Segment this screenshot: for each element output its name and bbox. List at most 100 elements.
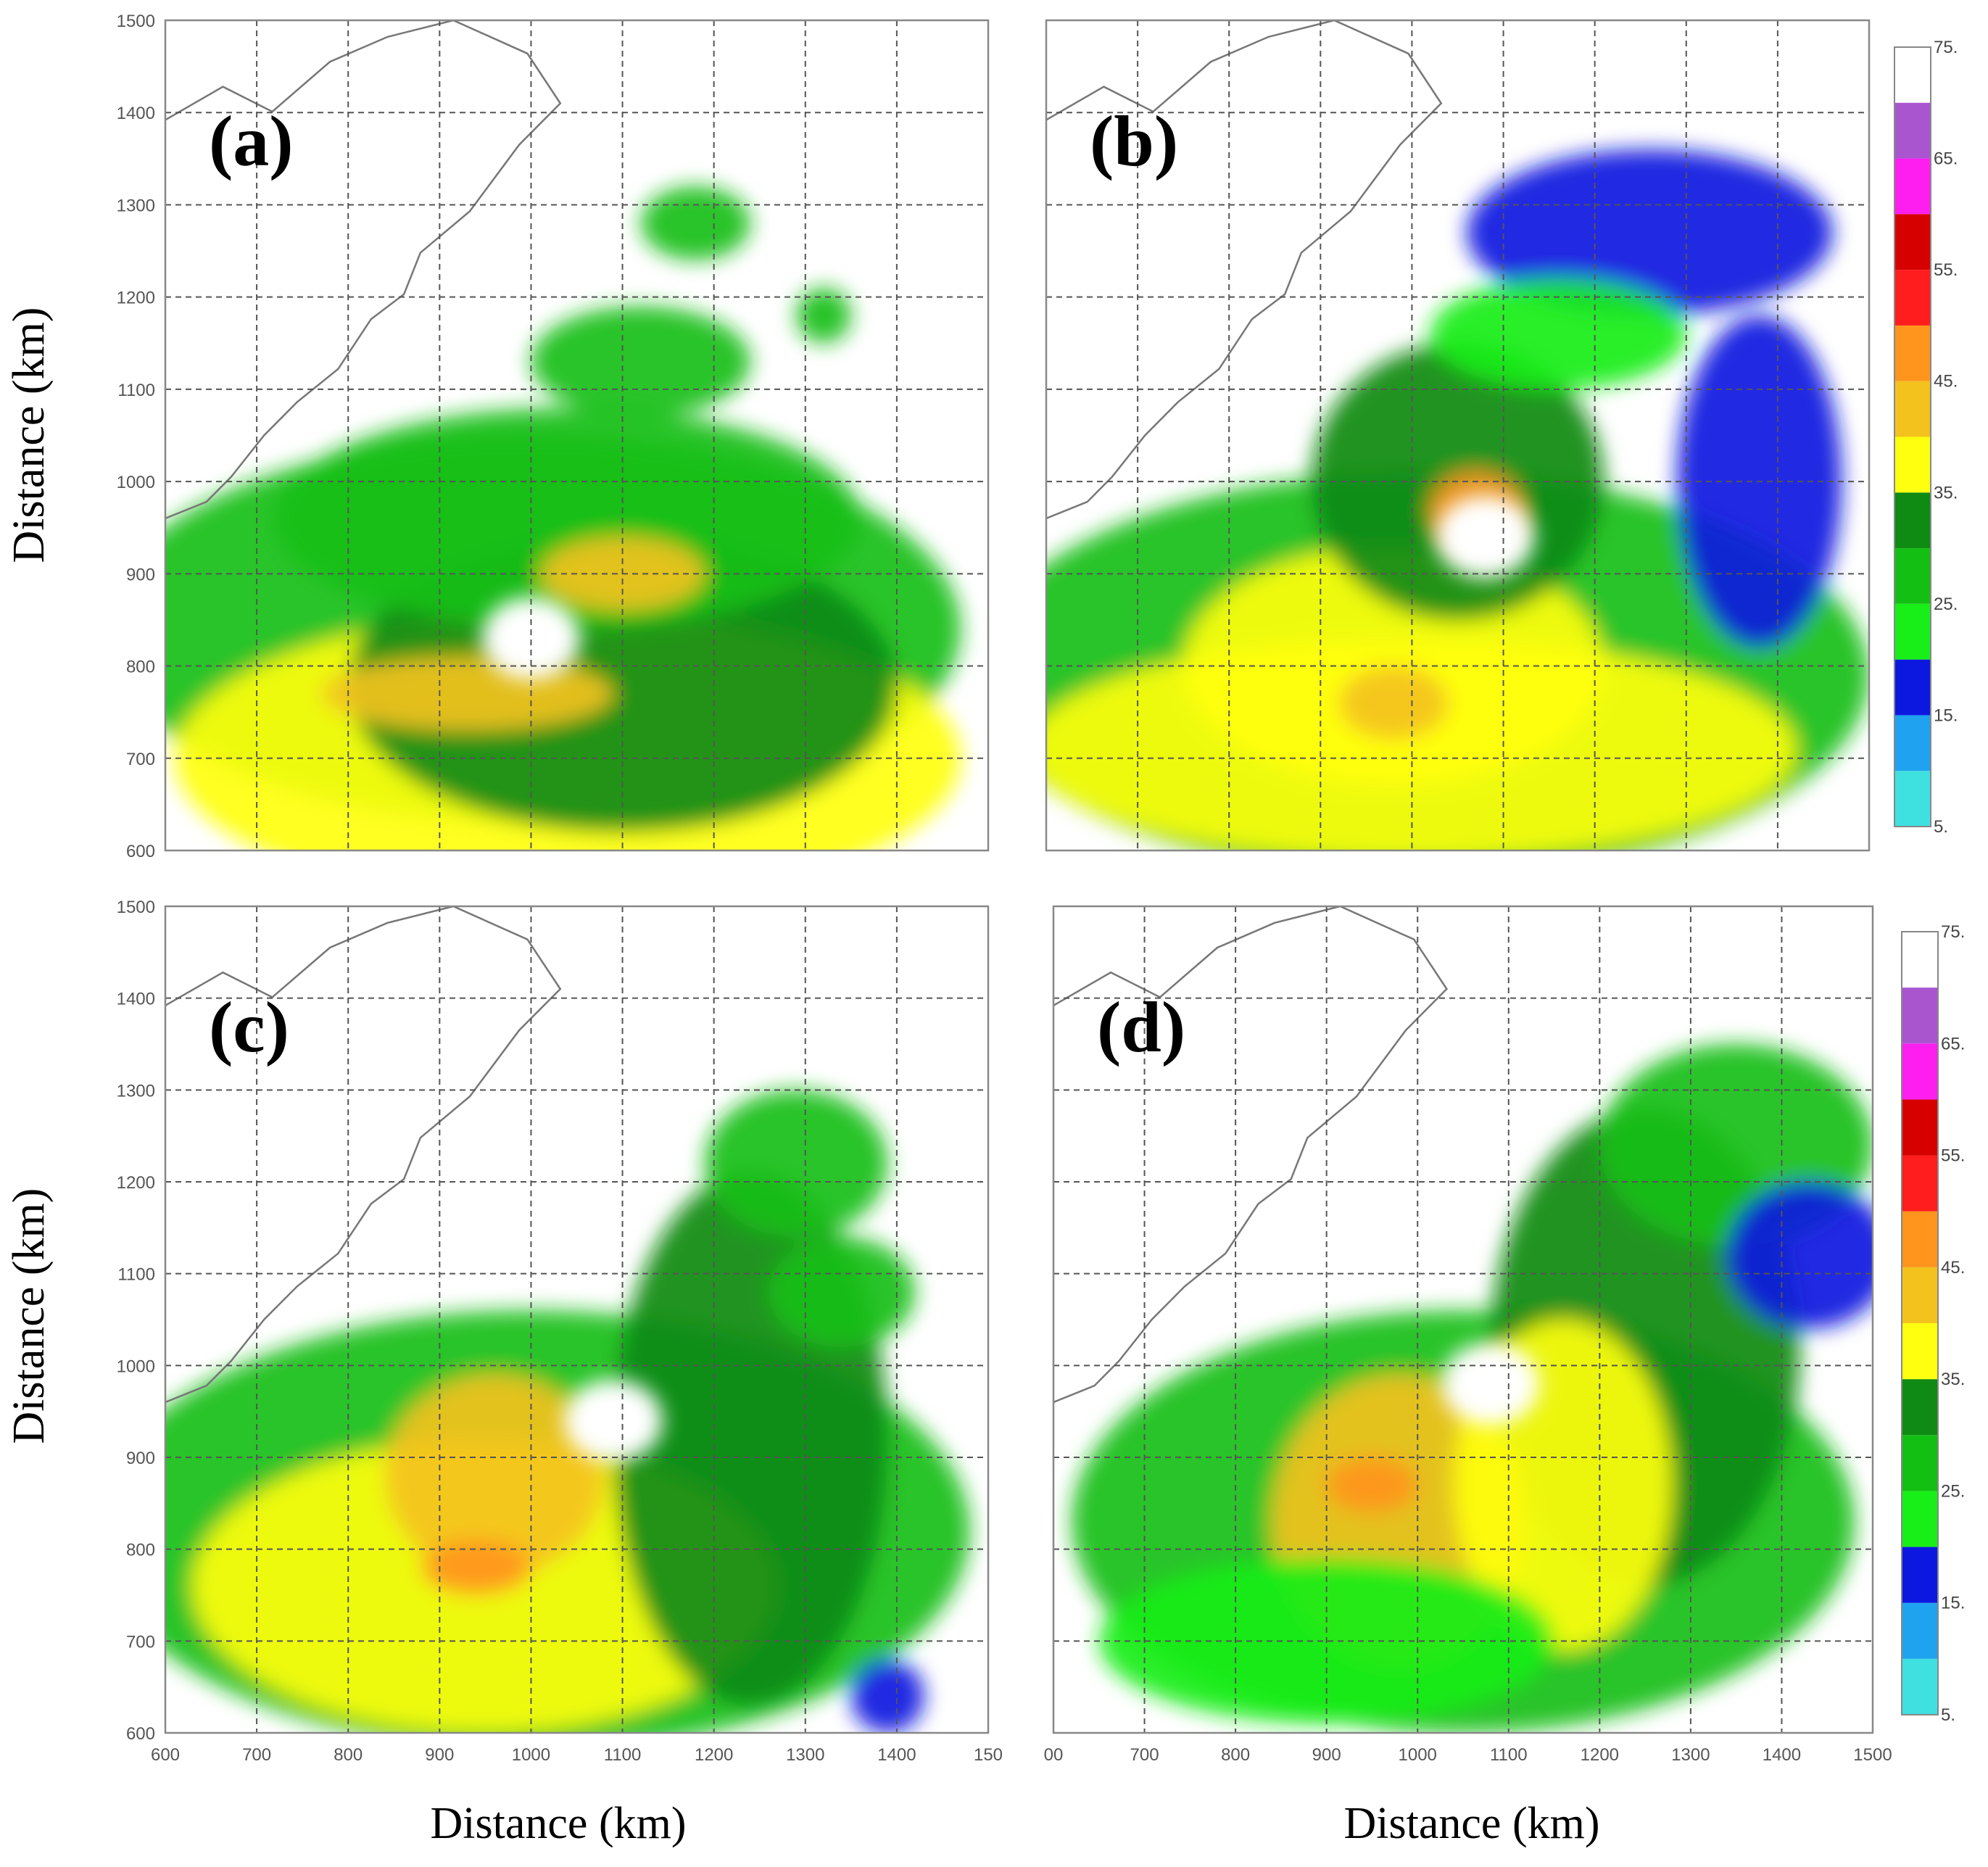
colorbar-tick-label: 25. bbox=[1934, 595, 1958, 614]
panel-label: (b) bbox=[1090, 101, 1178, 181]
echo-blobs bbox=[165, 1090, 970, 1733]
colorbar-tick-label: 55. bbox=[1934, 260, 1958, 280]
panel-frame bbox=[1045, 19, 1871, 852]
x-tick-label: 1400 bbox=[1763, 1745, 1801, 1765]
y-axis-title-bottom: Distance (km) bbox=[4, 1188, 54, 1444]
x-tick-label: 1200 bbox=[1581, 1745, 1619, 1765]
colorbar-segment bbox=[1902, 1267, 1938, 1323]
colorbar-tick-label: 5. bbox=[1941, 1705, 1955, 1725]
echo-cell bbox=[850, 1659, 924, 1733]
colorbar-segment bbox=[1902, 1211, 1938, 1267]
grid bbox=[1053, 906, 1873, 1733]
colorbar-tick-label: 65. bbox=[1941, 1034, 1965, 1053]
x-axis-title-left: Distance (km) bbox=[431, 1799, 687, 1848]
y-tick-label: 700 bbox=[126, 1632, 155, 1652]
y-tick-label: 1200 bbox=[117, 289, 155, 308]
colorbar-segment bbox=[1894, 381, 1931, 437]
coastline bbox=[165, 20, 562, 520]
panel-label: (a) bbox=[209, 101, 294, 181]
colorbar-tick-label: 65. bbox=[1934, 149, 1958, 169]
y-tick-label: 1300 bbox=[117, 1081, 155, 1101]
x-tick-label: 600 bbox=[151, 1745, 180, 1765]
x-tick-label: 1200 bbox=[695, 1745, 733, 1765]
y-tick-label: 1100 bbox=[117, 381, 155, 400]
y-tick-label: 700 bbox=[126, 750, 155, 769]
colorbar-segment bbox=[1902, 1602, 1938, 1659]
typhoon-eye bbox=[563, 1379, 663, 1462]
echo-cell bbox=[1727, 1182, 1873, 1329]
x-tick-label: 800 bbox=[334, 1745, 363, 1765]
colorbar-segment bbox=[1902, 1099, 1938, 1156]
panel-b: (b) bbox=[1045, 19, 1871, 852]
x-tick-label: 1000 bbox=[1399, 1745, 1437, 1765]
panel-d: 00 700 800 900 1000 1100 1200 1300 1400 1500 (d) bbox=[1044, 905, 1892, 1765]
grid bbox=[1046, 20, 1869, 850]
y-tick-label: 1400 bbox=[117, 104, 155, 123]
x-axis-title-right: Distance (km) bbox=[1344, 1799, 1600, 1848]
y-tick-label: 1500 bbox=[117, 898, 155, 917]
colorbar-segment bbox=[1902, 1043, 1938, 1100]
panel-a: 600 700 800 900 1000 1100 1200 1300 1400 1500 (a) bbox=[117, 12, 990, 861]
colorbar-frame bbox=[1894, 46, 1931, 827]
colorbar-tick-label: 15. bbox=[1941, 1594, 1965, 1613]
colorbar-segment bbox=[1902, 1435, 1938, 1491]
y-tick-label: 1100 bbox=[117, 1265, 155, 1285]
colorbar-tick-label: 15. bbox=[1934, 705, 1958, 725]
echo-cell bbox=[1467, 149, 1833, 316]
echo-cell bbox=[1430, 278, 1686, 389]
echo-cell bbox=[1326, 1457, 1418, 1512]
echo-cell bbox=[320, 656, 613, 731]
x-tick-label: 150 bbox=[974, 1745, 1003, 1765]
y-tick-label: 800 bbox=[126, 658, 155, 677]
colorbar-segment bbox=[1902, 1658, 1938, 1715]
colorbar-segment bbox=[1902, 1547, 1938, 1603]
echo-cell bbox=[421, 1540, 531, 1595]
colorbar-segment bbox=[1902, 988, 1938, 1044]
x-tick-label: 1500 bbox=[1853, 1745, 1892, 1765]
coastline bbox=[1046, 20, 1443, 520]
colorbar-segment bbox=[1894, 325, 1931, 381]
colorbar-segment bbox=[1902, 1491, 1938, 1547]
y-tick-label: 1400 bbox=[117, 990, 155, 1009]
y-tick-label: 1300 bbox=[117, 196, 155, 215]
echo-blobs bbox=[1072, 1044, 1873, 1733]
x-tick-label: 900 bbox=[1312, 1745, 1341, 1765]
y-tick-label: 600 bbox=[126, 842, 155, 861]
colorbar-tick-label: 45. bbox=[1934, 372, 1958, 392]
colorbar-top: 5. 15. 25. 35. 45. 55. 65. 75. bbox=[1894, 38, 1958, 837]
colorbar-segment bbox=[1902, 1155, 1938, 1212]
colorbar-bottom: 5. 15. 25. 35. 45. 55. 65. 75. bbox=[1901, 922, 1965, 1725]
panel-frame bbox=[164, 905, 990, 1734]
colorbar-segment bbox=[1894, 270, 1931, 326]
colorbar-frame bbox=[1901, 931, 1939, 1715]
echo-cell bbox=[705, 1090, 888, 1237]
echo-cell bbox=[796, 287, 851, 344]
y-tick-label: 900 bbox=[126, 1449, 155, 1468]
colorbar-segment bbox=[1894, 492, 1931, 549]
colorbar-segment bbox=[1894, 659, 1931, 716]
reflectivity-field bbox=[1053, 906, 1873, 1733]
y-tick-label: 1200 bbox=[117, 1173, 155, 1193]
x-tick-label: 1300 bbox=[786, 1745, 824, 1765]
x-tick-label: 1300 bbox=[1671, 1745, 1710, 1765]
grid bbox=[165, 20, 988, 850]
colorbar-segment bbox=[1894, 715, 1931, 771]
echo-cell bbox=[1338, 666, 1449, 740]
colorbar-segment bbox=[1894, 548, 1931, 604]
colorbar-tick-label: 5. bbox=[1934, 817, 1948, 837]
colorbar-segment bbox=[1894, 436, 1931, 493]
panel-frame bbox=[1052, 905, 1874, 1734]
x-tick-label: 1400 bbox=[877, 1745, 916, 1765]
colorbar-segment bbox=[1894, 158, 1931, 215]
x-tick-label: 800 bbox=[1221, 1745, 1250, 1765]
x-tick-label: 700 bbox=[242, 1745, 271, 1765]
colorbar-tick-label: 45. bbox=[1941, 1258, 1965, 1278]
y-tick-label: 600 bbox=[126, 1724, 155, 1744]
panel-c: 600 700 800 900 1000 1100 1200 1300 1400 1500 600 7… bbox=[117, 898, 1003, 1765]
colorbar-segment bbox=[1902, 1323, 1938, 1380]
colorbar-tick-label: 35. bbox=[1941, 1370, 1965, 1389]
y-tick-label: 1000 bbox=[117, 1357, 155, 1376]
panel-label: (d) bbox=[1097, 987, 1185, 1067]
x-tick-label: 700 bbox=[1130, 1745, 1159, 1765]
colorbar-tick-label: 75. bbox=[1941, 922, 1965, 942]
